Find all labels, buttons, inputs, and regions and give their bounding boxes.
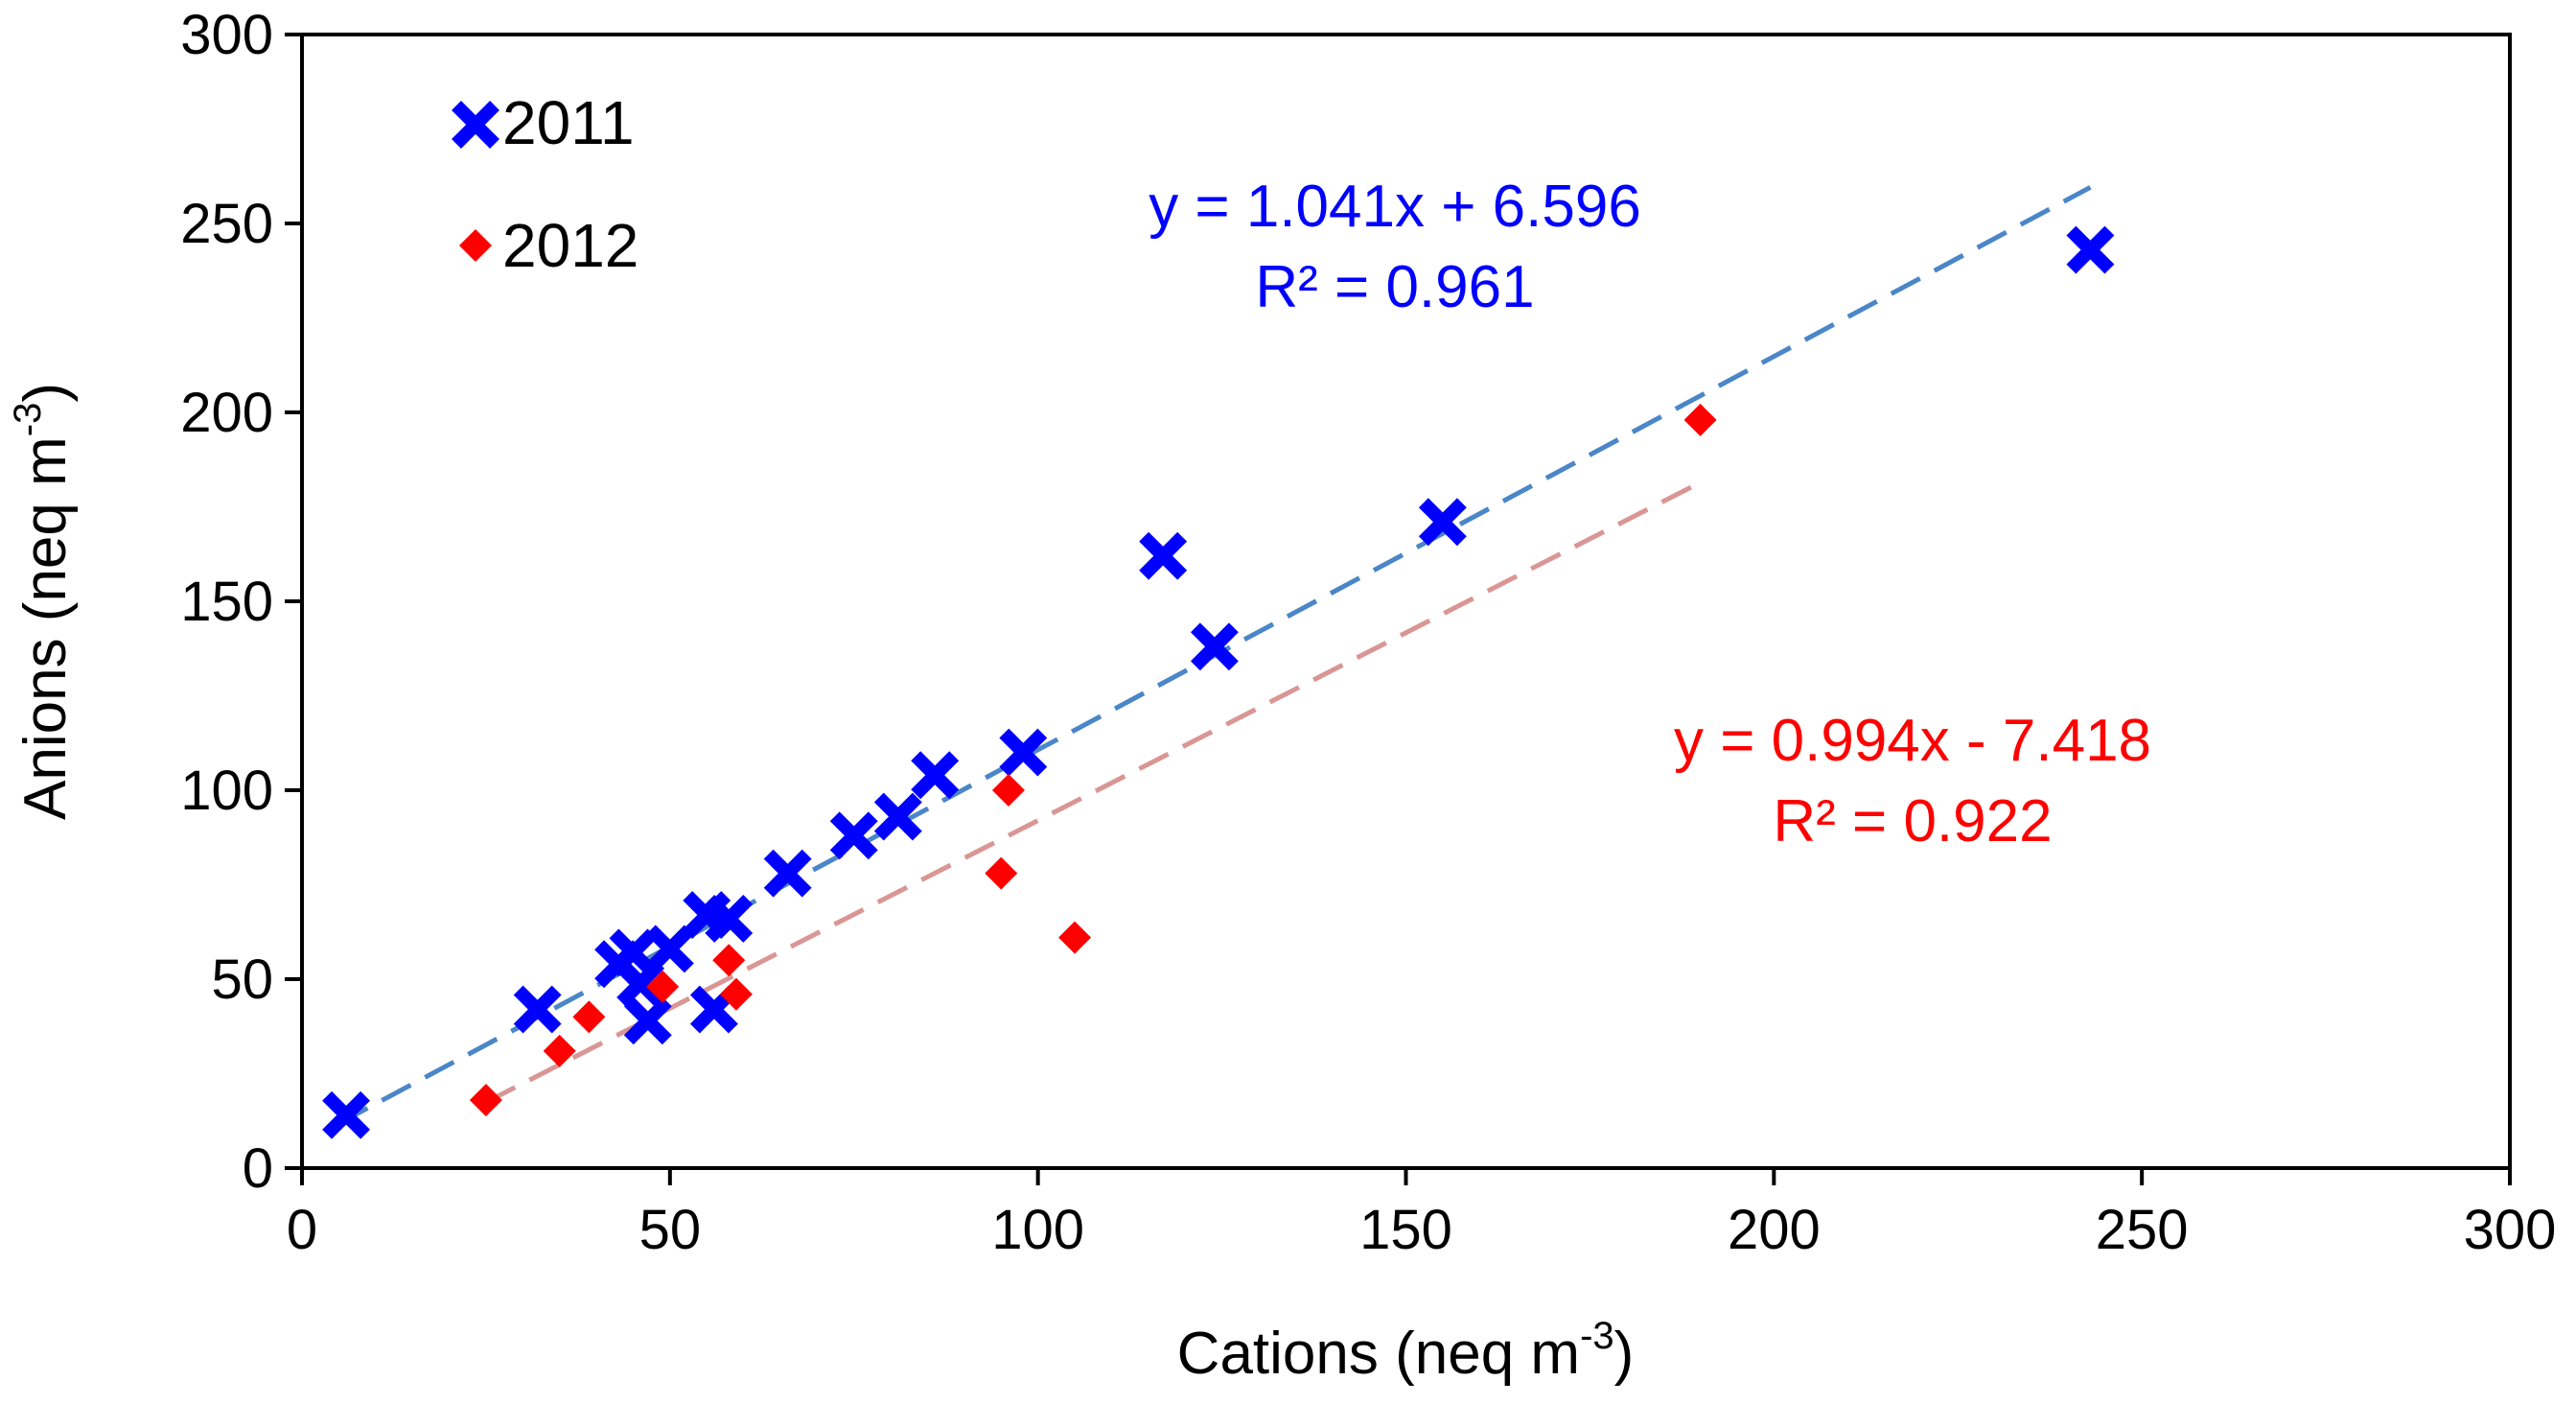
trendline-2012: [484, 480, 1702, 1105]
y-axis-title-superscript: -3: [7, 403, 49, 437]
x-tick-label: 0: [287, 1199, 317, 1261]
x-tick-label: 50: [639, 1199, 702, 1261]
point-2012: [572, 1000, 606, 1034]
point-2011: [2066, 225, 2115, 274]
point-2012: [719, 977, 753, 1011]
legend-marker-2011: [452, 101, 499, 149]
y-axis-title: Anions (neq m-3): [7, 383, 79, 820]
y-tick-label: 100: [180, 760, 273, 822]
r2-2012: R² = 0.922: [1773, 788, 2052, 854]
point-2012: [1683, 403, 1717, 436]
point-2011: [829, 811, 878, 860]
point-2012: [712, 944, 746, 977]
legend-x-marker: [452, 101, 499, 149]
point-2011: [322, 1090, 371, 1139]
point-2012: [543, 1034, 576, 1067]
x-tick-label: 300: [2464, 1199, 2557, 1261]
point-2011: [1190, 622, 1239, 671]
point-2011: [513, 985, 562, 1034]
y-axis-title-end: ): [12, 383, 79, 403]
x-tick-label: 250: [2096, 1199, 2189, 1261]
y-tick-label: 250: [180, 193, 273, 255]
point-2011: [873, 792, 922, 841]
legend-marker-2012: [459, 229, 492, 262]
point-2011: [1139, 531, 1188, 580]
point-2012: [1058, 921, 1092, 954]
point-2012: [469, 1084, 502, 1117]
y-tick-label: 0: [243, 1137, 273, 1200]
data-points: [322, 225, 2115, 1139]
legend-diamond-marker: [459, 229, 492, 262]
equation-2012: y = 0.994x - 7.418: [1674, 708, 2151, 774]
point-2011: [763, 849, 812, 898]
point-2012: [646, 970, 680, 1003]
point-2011: [623, 996, 672, 1045]
y-tick-label: 50: [211, 948, 273, 1011]
point-2011: [999, 728, 1048, 777]
x-tick-labels: 0 50 100 150 200 250 300: [287, 1199, 2557, 1261]
x-axis-title-superscript: -3: [1580, 1315, 1614, 1357]
point-2011: [1418, 498, 1467, 547]
legend-label-2011: 2011: [502, 88, 635, 157]
x-axis-title-end: ): [1614, 1321, 1635, 1387]
y-tick-label: 200: [180, 382, 273, 444]
point-2011: [911, 751, 960, 800]
y-tick-label: 300: [180, 4, 273, 66]
x-tick-label: 100: [991, 1199, 1084, 1261]
legend-label-2012: 2012: [502, 211, 638, 280]
legend: 2011 2012: [452, 88, 638, 280]
point-2012: [985, 856, 1018, 890]
x-tick-label: 200: [1728, 1199, 1821, 1261]
point-2011: [705, 895, 754, 943]
y-tick-labels: 0 50 100 150 200 250 300: [180, 4, 273, 1200]
x-axis-title: Cations (neq m-3): [1177, 1315, 1635, 1387]
point-2012: [991, 774, 1025, 807]
point-2011: [645, 924, 694, 973]
x-tick-label: 150: [1359, 1199, 1452, 1261]
equation-2011: y = 1.041x + 6.596: [1149, 174, 1641, 240]
y-tick-label: 150: [180, 571, 273, 633]
r2-2011: R² = 0.961: [1255, 254, 1534, 320]
axis-ticks: [285, 33, 2512, 1185]
